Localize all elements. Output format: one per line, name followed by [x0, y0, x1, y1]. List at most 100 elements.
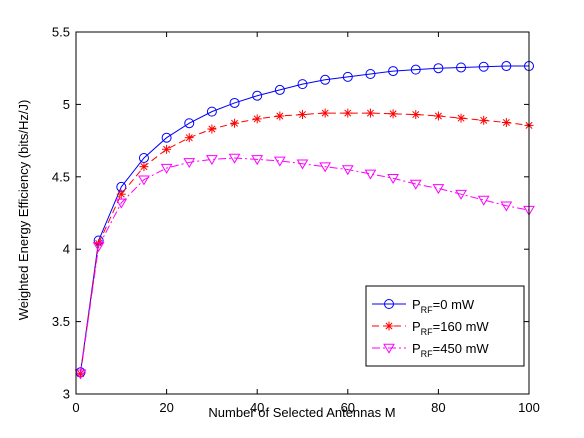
series-1-point-9-stroke-3 — [276, 112, 284, 120]
series-2-point-7 — [228, 153, 241, 164]
x-axis-title: Number of Selected Antennas M — [208, 405, 395, 420]
x-tick-label-2: 40 — [250, 400, 264, 415]
series-1-point-7 — [230, 118, 240, 128]
series-2-point-6 — [206, 155, 218, 166]
series-2-point-3 — [138, 175, 150, 186]
series-1-point-5-stroke-3 — [185, 134, 193, 142]
series-2-point-15 — [409, 179, 422, 190]
legend-label-main-1: P — [412, 319, 421, 334]
series-1-point-3-stroke-3 — [140, 163, 148, 171]
series-2-point-14 — [387, 173, 399, 184]
series-0-point-7 — [229, 97, 240, 108]
series-0-point-19 — [501, 61, 512, 72]
legend-label-sub-0: RF — [421, 305, 433, 315]
y-tick-label-4: 5 — [63, 97, 70, 112]
series-0-point-16 — [433, 63, 444, 74]
legend-label-2: PRF=450 mW — [412, 341, 489, 359]
series-1-point-4-stroke-3 — [163, 145, 171, 153]
series-0 — [75, 61, 534, 378]
series-1-point-7-stroke-3 — [231, 119, 239, 127]
series-2-point-1 — [92, 242, 105, 253]
series-1-point-2-stroke-3 — [117, 190, 125, 198]
series-0-line — [80, 65, 529, 373]
x-tick-label-4: 80 — [431, 400, 445, 415]
legend-label-rest-0: =0 mW — [433, 297, 475, 312]
series-1-point-9 — [275, 111, 285, 121]
x-tick-label-3: 60 — [341, 400, 355, 415]
series-1-point-16 — [433, 111, 443, 121]
series-0-point-5 — [184, 118, 195, 129]
series-1-point-13-stroke-3 — [366, 109, 374, 117]
legend-label-rest-1: =160 mW — [433, 319, 490, 334]
series-2-point-0 — [74, 369, 87, 380]
series-0-point-11 — [320, 74, 331, 85]
series-0-point-12 — [342, 71, 353, 82]
legend-label-main-2: P — [412, 341, 421, 356]
x-tick-label-1: 20 — [159, 400, 173, 415]
series-2-line — [80, 157, 530, 374]
x-tick-label-0: 0 — [72, 400, 79, 415]
legend-entry-2: PRF=450 mW — [372, 341, 489, 359]
y-axis-title: Weighted Energy Efficiency (bits/Hz/J) — [16, 100, 31, 321]
series-1-point-10 — [298, 110, 307, 120]
x-tick-label-5: 100 — [518, 400, 540, 415]
series-2-point-10 — [296, 159, 309, 170]
series-layer — [74, 61, 535, 380]
series-1-point-12-stroke-3 — [344, 109, 352, 117]
series-0-point-14 — [388, 66, 399, 77]
y-tick-label-5: 5.5 — [52, 25, 70, 40]
series-2-point-5 — [183, 158, 196, 169]
series-1-point-2 — [116, 189, 126, 199]
series-2-point-19 — [500, 201, 513, 212]
series-2-point-13 — [364, 169, 377, 180]
series-1-point-18 — [479, 115, 489, 125]
legend-label-sub-2: RF — [421, 349, 433, 359]
series-0-point-6 — [206, 106, 217, 117]
series-1-point-8-stroke-3 — [253, 115, 261, 123]
series-1-point-16-stroke-3 — [434, 112, 442, 120]
legend-label-sub-1: RF — [421, 327, 433, 337]
series-2-point-17 — [455, 189, 467, 200]
legend-marker-1 — [384, 321, 394, 331]
series-1-point-5 — [184, 133, 194, 143]
series-0-point-4 — [161, 132, 172, 143]
legend-label-main-0: P — [412, 297, 421, 312]
legend-entry-0: PRF=0 mW — [372, 297, 475, 315]
series-2 — [74, 153, 535, 380]
series-1-point-14-stroke-3 — [389, 110, 397, 118]
series-1-point-14 — [388, 109, 398, 119]
series-2-point-18 — [477, 195, 490, 206]
series-1-point-6-stroke-3 — [208, 125, 216, 133]
legend-entry-1: PRF=160 mW — [372, 319, 489, 337]
legend-marker-0 — [384, 299, 394, 309]
series-1-point-13 — [365, 108, 375, 118]
y-tick-label-0: 3 — [63, 387, 70, 402]
series-0-point-8 — [252, 90, 263, 101]
series-0-point-17 — [456, 62, 467, 73]
y-tick-label-3: 4.5 — [52, 169, 70, 184]
axes-layer: 0 20 40 60 80 100 3 3.5 4 4.5 5 5.5 — [52, 25, 540, 416]
series-0-point-15 — [410, 64, 421, 75]
series-1-point-17 — [456, 113, 466, 123]
legend-label-0: PRF=0 mW — [412, 297, 475, 315]
y-tick-label-2: 4 — [63, 242, 70, 257]
series-1-point-8 — [252, 114, 262, 124]
series-2-point-16 — [432, 184, 445, 195]
legend-marker-2 — [383, 343, 395, 354]
legend-label-rest-2: =450 mW — [433, 341, 490, 356]
series-2-point-2 — [115, 198, 128, 209]
series-1-point-19-stroke-3 — [502, 118, 510, 127]
series-0-point-13 — [365, 68, 376, 79]
series-1-point-19 — [501, 118, 511, 127]
series-2-point-11 — [319, 162, 332, 173]
series-1-point-18-stroke-3 — [480, 116, 488, 124]
series-1-point-12 — [343, 108, 353, 118]
series-1-point-11-stroke-3 — [321, 109, 329, 117]
series-1-point-15 — [411, 110, 421, 120]
legend-marker-1-stroke-3 — [385, 322, 393, 330]
series-2-point-9 — [273, 156, 286, 167]
series-2-point-4 — [160, 163, 173, 174]
